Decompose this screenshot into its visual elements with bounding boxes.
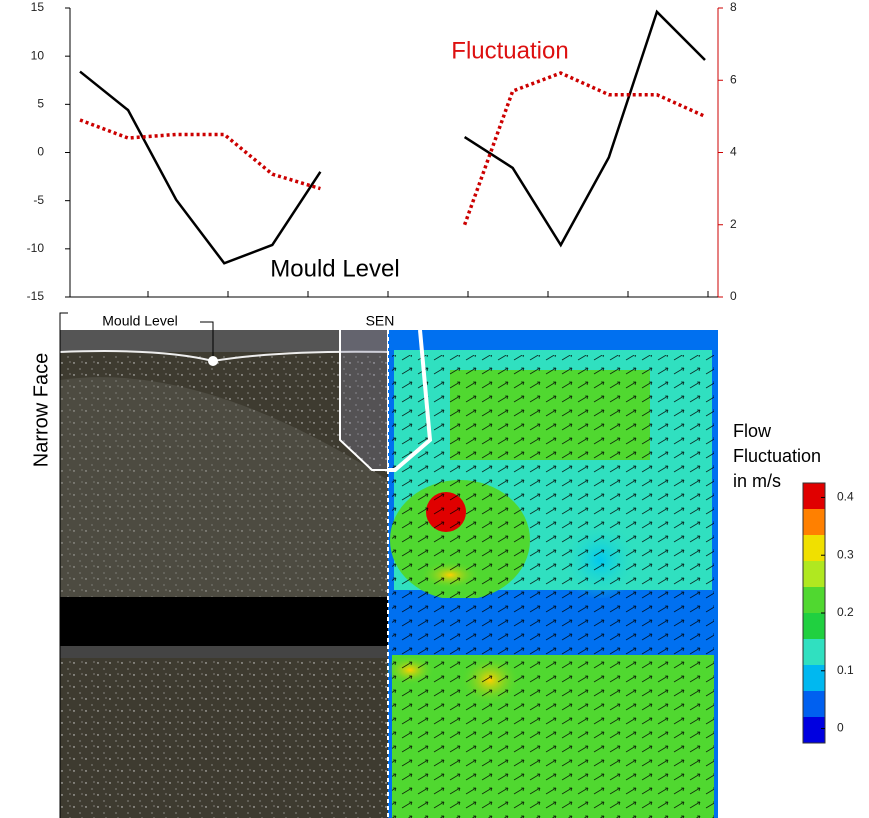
colorbar-tick-label: 0.3 (837, 547, 854, 561)
y2-tick-label: 0 (730, 289, 737, 303)
series-line (79, 71, 706, 226)
colorbar-swatch (803, 717, 825, 743)
colorbar-tick-label: 0.1 (837, 663, 854, 677)
colorbar-swatch (803, 483, 825, 509)
y-tick-label: 10 (31, 48, 45, 62)
colorbar-swatch (803, 535, 825, 561)
y2-tick-label: 2 (730, 217, 737, 231)
label: SEN (366, 313, 395, 329)
series-line (79, 9, 706, 265)
x-ticks (147, 291, 709, 297)
colorbar-swatch (803, 561, 825, 587)
y-tick-label: 15 (31, 0, 45, 14)
y-tick-label: 5 (37, 97, 44, 111)
annotation: Mould Level (270, 255, 399, 282)
colorbar-swatch (803, 639, 825, 665)
bracket (59, 312, 68, 818)
colorbar-tick-label: 0.4 (837, 490, 854, 504)
colorbar-swatch (803, 587, 825, 613)
axes (69, 8, 719, 298)
y-tick-label: -5 (33, 193, 44, 207)
y2-tick-label: 6 (730, 72, 737, 86)
y2-tick-label: 4 (730, 145, 737, 159)
colorbar-swatch (803, 691, 825, 717)
marker (208, 356, 218, 366)
colorbar: Flow Fluctuation in m/s 0 0.1 0.2 0.3 0.4 (733, 421, 854, 744)
colorbar-tick-label: 0 (837, 721, 844, 735)
colorbar-swatch (803, 613, 825, 639)
annotation: Fluctuation (451, 37, 568, 64)
simulation-map (385, 329, 718, 818)
y2-tick-label: 8 (730, 0, 737, 14)
y-tick-label: 0 (37, 145, 44, 159)
y-tick-label: -10 (27, 241, 45, 255)
colorbar-title: Fluctuation (733, 446, 821, 466)
colorbar-title: Flow (733, 421, 772, 441)
y-tick-label: -15 (27, 289, 45, 303)
label: Narrow Face (30, 353, 52, 467)
colorbar-title: in m/s (733, 471, 781, 491)
label: Mould Level (102, 313, 178, 329)
colorbar-tick-label: 0.2 (837, 605, 854, 619)
colorbar-swatch (803, 509, 825, 535)
leader (200, 321, 214, 361)
experiment-photo (59, 330, 389, 818)
colorbar-swatch (803, 665, 825, 691)
